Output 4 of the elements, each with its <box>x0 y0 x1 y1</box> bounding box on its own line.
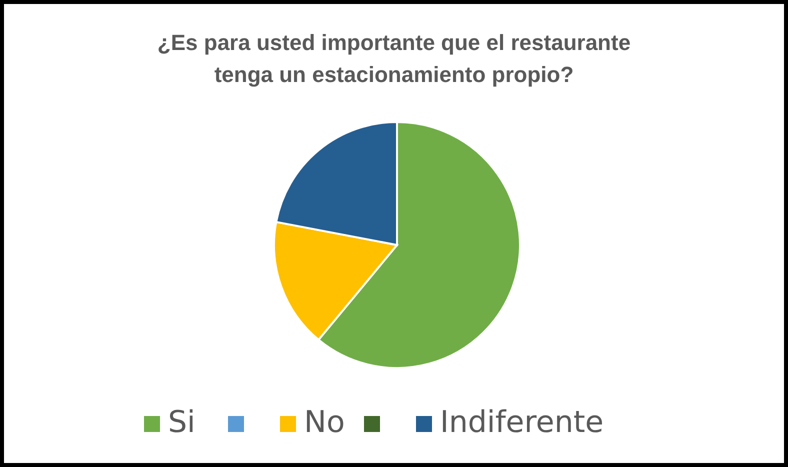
legend-label: Indiferente <box>440 405 604 440</box>
legend-label: Si <box>168 405 196 440</box>
legend-label: No <box>304 405 345 440</box>
chart-title: ¿Es para usted importante que el restaurante tenga un estacionamiento propio? <box>157 30 631 87</box>
